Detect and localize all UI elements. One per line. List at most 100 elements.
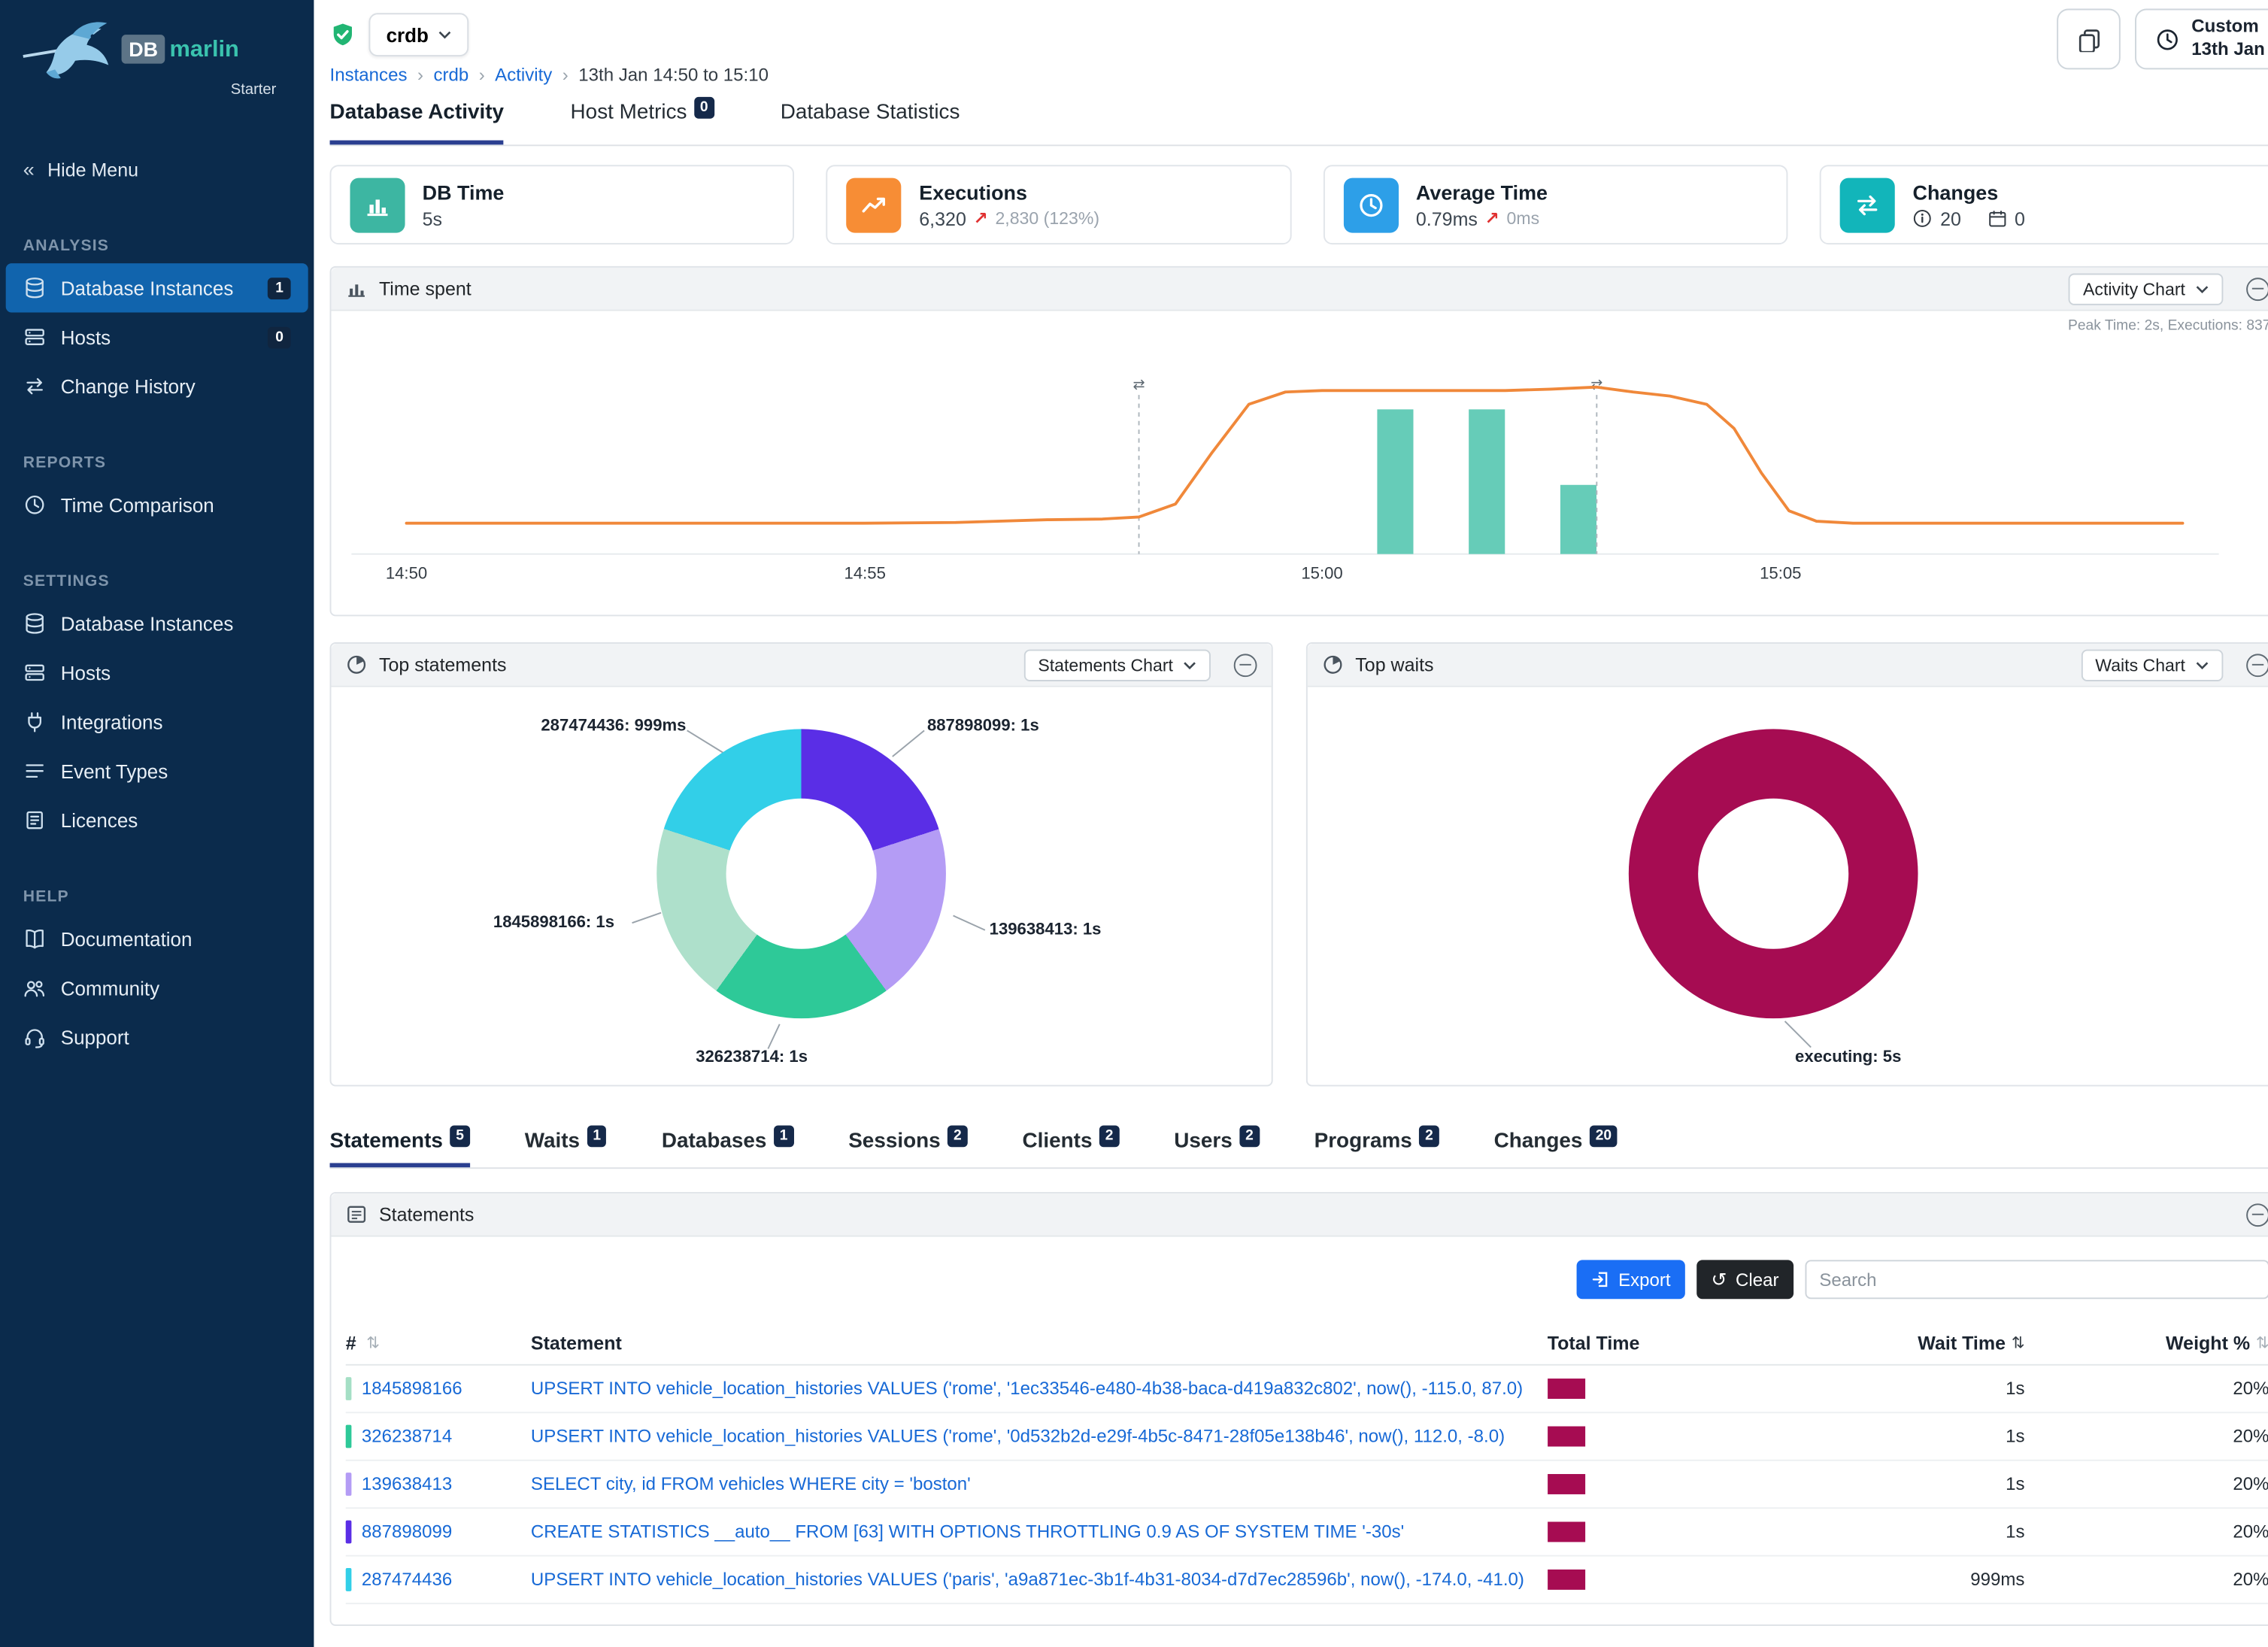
count-badge: 0 [268, 326, 291, 348]
total-time-bar [1547, 1474, 1585, 1494]
people-icon [23, 976, 47, 999]
activity-chart-select[interactable]: Activity Chart [2068, 272, 2223, 305]
copy-button[interactable] [2057, 8, 2121, 70]
sidebar-nav: ANALYSIS Database Instances 1 Hosts 0 Ch… [0, 237, 314, 1061]
collapse-panel-icon[interactable] [2245, 277, 2268, 301]
statement-color-chip [345, 1568, 352, 1591]
sidebar-item-support[interactable]: Support [6, 1012, 308, 1061]
hide-menu-button[interactable]: « Hide Menu [23, 157, 139, 181]
breadcrumb-instances[interactable]: Instances [329, 65, 408, 86]
donut-label: 887898099: 1s [926, 717, 1039, 736]
top-statements-panel: Top statements Statements Chart [329, 642, 1273, 1087]
pie-chart-icon [347, 655, 366, 674]
up-right-arrow-icon: ↗ [973, 208, 988, 229]
weight-value: 20% [2233, 1521, 2268, 1542]
wait-time-value: 1s [2006, 1379, 2025, 1399]
panel-title: Time spent [378, 278, 471, 300]
changes-info-count: 20 [1940, 208, 1961, 229]
sidebar-item-change-history[interactable]: Change History [6, 362, 308, 411]
tab-sessions[interactable]: Sessions 2 [848, 1125, 968, 1167]
statement-link[interactable]: SELECT city, id FROM vehicles WHERE city… [530, 1474, 971, 1494]
clear-button[interactable]: ↺ Clear [1696, 1260, 1793, 1300]
clock-icon [1343, 177, 1399, 232]
line-chart-icon [847, 177, 902, 232]
statements-table: # ⇅ Statement Total Time Wait Time ⇅ Weigh… [331, 1322, 2268, 1605]
sidebar-item-settings-database-instances[interactable]: Database Instances [6, 599, 308, 648]
breadcrumb-activity[interactable]: Activity [495, 65, 553, 86]
count-badge: 2 [948, 1125, 968, 1148]
export-icon [1592, 1272, 1608, 1288]
statement-link[interactable]: UPSERT INTO vehicle_location_histories V… [530, 1569, 1524, 1590]
calendar-icon [1988, 211, 2006, 227]
breadcrumb-crdb[interactable]: crdb [433, 65, 469, 86]
statement-id-link[interactable]: 1845898166 [361, 1379, 462, 1399]
sidebar-item-licences[interactable]: Licences [6, 796, 308, 845]
metric-card-average-time: Average Time 0.79ms ↗ 0ms [1323, 165, 1789, 245]
tab-databases[interactable]: Databases 1 [662, 1125, 794, 1167]
database-icon [23, 276, 47, 299]
statements-donut[interactable] [656, 729, 946, 1019]
tab-programs[interactable]: Programs 2 [1314, 1125, 1439, 1167]
sidebar-item-integrations[interactable]: Integrations [6, 697, 308, 746]
search-input[interactable] [1805, 1260, 2268, 1300]
export-button[interactable]: Export [1576, 1260, 1685, 1300]
sidebar: DB marlin Starter « Hide Menu ANALYSIS Da… [0, 0, 314, 1647]
chevron-down-icon [1184, 661, 1196, 669]
collapse-panel-icon[interactable] [2245, 653, 2268, 677]
statement-id-link[interactable]: 887898099 [361, 1521, 453, 1542]
weight-value: 20% [2233, 1569, 2268, 1590]
sort-icon[interactable]: ⇅ [2255, 1335, 2268, 1353]
collapse-panel-icon[interactable] [2245, 1203, 2268, 1227]
tab-host-metrics[interactable]: Host Metrics 0 [571, 96, 714, 145]
sidebar-item-settings-hosts[interactable]: Hosts [6, 648, 308, 697]
sidebar-item-documentation[interactable]: Documentation [6, 914, 308, 963]
panel-title: Statements [378, 1203, 475, 1226]
time-range-button[interactable]: Custom 13th Jan [2135, 8, 2268, 70]
tab-database-activity[interactable]: Database Activity [329, 102, 505, 145]
sidebar-item-time-comparison[interactable]: Time Comparison [6, 481, 308, 529]
statement-link[interactable]: CREATE STATISTICS __auto__ FROM [63] WIT… [530, 1521, 1405, 1542]
statement-id-link[interactable]: 287474436 [361, 1569, 453, 1590]
brand-marlin: marlin [169, 38, 239, 62]
double-chevron-left-icon: « [23, 157, 35, 181]
sidebar-item-community[interactable]: Community [6, 963, 308, 1012]
sort-icon-active[interactable]: ⇅ [2011, 1335, 2025, 1353]
tab-database-statistics[interactable]: Database Statistics [780, 101, 960, 125]
swap-arrows-icon [1840, 177, 1896, 232]
tab-statements[interactable]: Statements 5 [329, 1125, 470, 1168]
tab-users[interactable]: Users 2 [1174, 1125, 1260, 1167]
clock-icon [2157, 29, 2179, 50]
statement-id-link[interactable]: 139638413 [361, 1474, 453, 1494]
sort-icon[interactable]: ⇅ [366, 1335, 380, 1353]
main-content: crdb Instances › crdb › Activity › 13th … [314, 0, 2268, 1647]
statement-link[interactable]: UPSERT INTO vehicle_location_histories V… [530, 1379, 1524, 1399]
section-label-analysis: ANALYSIS [23, 237, 110, 255]
tab-waits[interactable]: Waits 1 [525, 1125, 607, 1167]
sidebar-item-hosts[interactable]: Hosts 0 [6, 312, 308, 361]
sidebar-item-event-types[interactable]: Event Types [6, 747, 308, 796]
chevron-down-icon [2196, 285, 2208, 293]
donut-label: executing: 5s [1795, 1048, 1902, 1066]
sidebar-item-database-instances[interactable]: Database Instances 1 [5, 263, 308, 313]
tab-changes[interactable]: Changes 20 [1494, 1125, 1618, 1167]
statement-id-link[interactable]: 326238714 [361, 1426, 453, 1447]
waits-donut[interactable] [1628, 729, 1918, 1019]
time-spent-plot: ⇄ ⇄ [351, 377, 2219, 555]
bar-chart-icon [350, 177, 405, 232]
statement-link[interactable]: UPSERT INTO vehicle_location_histories V… [530, 1426, 1505, 1447]
collapse-panel-icon[interactable] [1233, 653, 1257, 677]
top-statements-chart[interactable]: 287474436: 999ms 887898099: 1s 139638413… [331, 687, 1271, 1085]
waits-chart-select[interactable]: Waits Chart [2081, 648, 2223, 681]
instance-selector[interactable]: crdb [368, 13, 469, 57]
health-shield-icon [333, 23, 352, 46]
total-time-bar [1547, 1426, 1585, 1447]
tab-clients[interactable]: Clients 2 [1022, 1125, 1120, 1167]
database-icon [23, 612, 47, 635]
time-spent-chart[interactable]: Peak Time: 2s, Executions: 837 ⇄ ⇄ 14:50 … [331, 311, 2268, 615]
server-icon [23, 661, 47, 684]
statements-toolbar: Export ↺ Clear [331, 1237, 2268, 1314]
top-waits-chart[interactable]: executing: 5s [1308, 687, 2268, 1085]
statements-chart-select[interactable]: Statements Chart [1023, 648, 1211, 681]
table-row: 287474436 UPSERT INTO vehicle_location_h… [345, 1557, 2268, 1605]
certificate-icon [23, 808, 47, 832]
